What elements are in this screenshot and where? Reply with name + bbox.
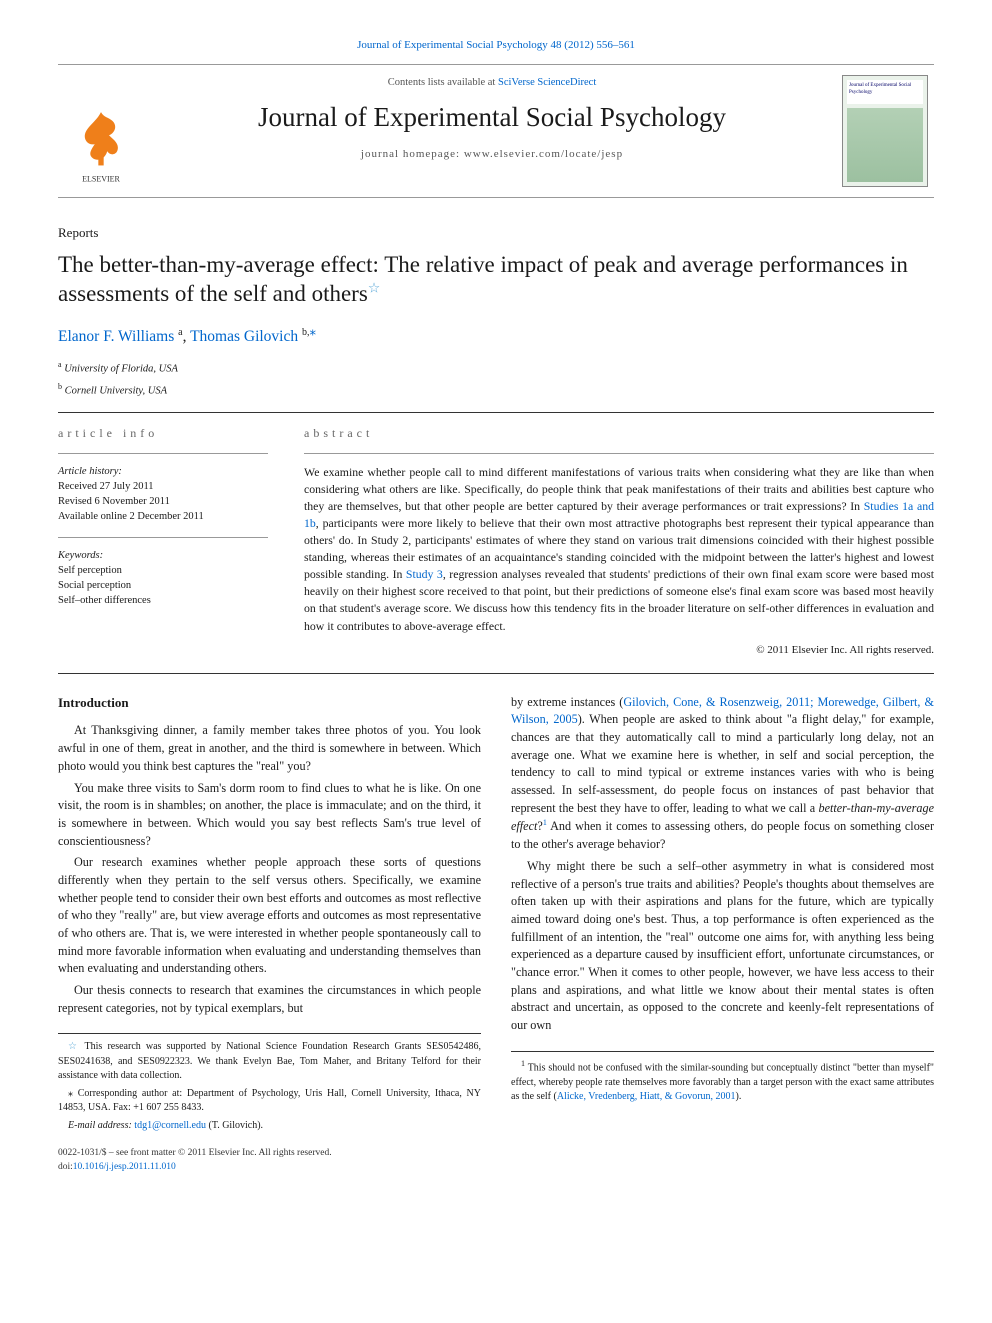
title-text: The better-than-my-average effect: The r… — [58, 252, 908, 306]
article-type: Reports — [58, 224, 934, 243]
abstract-col: abstract We examine whether people call … — [304, 425, 934, 658]
author-link-1[interactable]: Elanor F. Williams — [58, 328, 174, 345]
sciencedirect-link[interactable]: SciVerse ScienceDirect — [498, 77, 596, 88]
body-columns: Introduction At Thanksgiving dinner, a f… — [58, 694, 934, 1175]
homepage-line: journal homepage: www.elsevier.com/locat… — [152, 147, 832, 163]
svg-text:ELSEVIER: ELSEVIER — [82, 174, 120, 183]
journal-link-top[interactable]: Journal of Experimental Social Psycholog… — [357, 39, 635, 51]
footer-block: 0022-1031/$ – see front matter © 2011 El… — [58, 1147, 481, 1175]
header-citation: Journal of Experimental Social Psycholog… — [58, 38, 934, 54]
homepage-prefix: journal homepage: — [361, 148, 464, 160]
email-label: E-mail address: — [68, 1120, 132, 1131]
email-link[interactable]: tdg1@cornell.edu — [134, 1120, 206, 1131]
aff-b-sup: b — [58, 382, 62, 391]
history-received: Received 27 July 2011 — [58, 479, 268, 494]
cover-body — [847, 108, 923, 182]
journal-cover-thumbnail[interactable]: Journal of Experimental Social Psycholog… — [842, 75, 928, 187]
right-column: by extreme instances (Gilovich, Cone, & … — [511, 694, 934, 1175]
footnote-corr-text: Corresponding author at: Department of P… — [58, 1088, 481, 1114]
article-info-col: article info Article history: Received 2… — [58, 425, 268, 658]
footnotes-left: ☆ This research was supported by Nationa… — [58, 1033, 481, 1133]
journal-name-top: Journal of Experimental Social Psycholog… — [357, 39, 548, 51]
affiliation-a: a University of Florida, USA — [58, 359, 934, 377]
doi-link[interactable]: 10.1016/j.jesp.2011.11.010 — [73, 1162, 176, 1172]
article-info-heading: article info — [58, 425, 268, 442]
intro-p1: At Thanksgiving dinner, a family member … — [58, 722, 481, 775]
intro-p3: Our research examines whether people app… — [58, 854, 481, 978]
abstract-heading: abstract — [304, 425, 934, 442]
aff-a-sup: a — [58, 360, 62, 369]
rule-above-abstract — [58, 412, 934, 413]
footnote-1-num: 1 — [521, 1059, 525, 1068]
author-1-aff: a — [178, 327, 182, 338]
r-p1a: by extreme instances ( — [511, 695, 623, 709]
publisher-logo-slot: ELSEVIER — [58, 65, 148, 197]
info-rule-1 — [58, 453, 268, 454]
rule-below-abstract — [58, 673, 934, 674]
journal-title: Journal of Experimental Social Psycholog… — [152, 98, 832, 137]
citation-range: 48 (2012) 556–561 — [551, 39, 635, 51]
footnote-corresponding: ⁎ Corresponding author at: Department of… — [58, 1087, 481, 1116]
doi-line: doi:10.1016/j.jesp.2011.11.010 — [58, 1161, 481, 1175]
keywords-label: Keywords: — [58, 548, 268, 563]
history-revised: Revised 6 November 2011 — [58, 494, 268, 509]
elsevier-logo: ELSEVIER — [66, 105, 136, 185]
footnotes-right: 1 This should not be confused with the s… — [511, 1051, 934, 1105]
email-who: (T. Gilovich). — [209, 1120, 264, 1131]
intro-p2: You make three visits to Sam's dorm room… — [58, 780, 481, 851]
right-p2: Why might there be such a self–other asy… — [511, 858, 934, 1035]
aff-b-text: Cornell University, USA — [65, 385, 167, 396]
cover-thumb-slot: Journal of Experimental Social Psycholog… — [836, 65, 934, 197]
affiliation-b: b Cornell University, USA — [58, 381, 934, 399]
intro-p4: Our thesis connects to research that exa… — [58, 982, 481, 1017]
left-column: Introduction At Thanksgiving dinner, a f… — [58, 694, 481, 1175]
title-footnote-star-icon[interactable]: ☆ — [368, 281, 381, 296]
footnote-funding-text: This research was supported by National … — [58, 1041, 481, 1081]
footnote-1: 1 This should not be confused with the s… — [511, 1058, 934, 1105]
abs-part-1a: We examine whether people call to mind d… — [304, 465, 934, 513]
r-p1b: ). When people are asked to think about … — [511, 712, 934, 814]
footnote-email: E-mail address: tdg1@cornell.edu (T. Gil… — [58, 1119, 481, 1134]
issn-line: 0022-1031/$ – see front matter © 2011 El… — [58, 1147, 481, 1161]
footnote-star-icon: ☆ — [68, 1041, 80, 1052]
author-link-2[interactable]: Thomas Gilovich — [190, 328, 298, 345]
article-history: Article history: Received 27 July 2011 R… — [58, 464, 268, 525]
author-1-name: Elanor F. Williams — [58, 328, 174, 345]
abs-rule — [304, 453, 934, 454]
keyword-1: Self perception — [58, 563, 268, 578]
history-label: Article history: — [58, 464, 268, 479]
contents-prefix: Contents lists available at — [388, 77, 498, 88]
masthead: ELSEVIER Contents lists available at Sci… — [58, 64, 934, 198]
intro-heading: Introduction — [58, 694, 481, 713]
aff-a-text: University of Florida, USA — [64, 363, 178, 374]
ref-link-alicke[interactable]: Alicke, Vredenberg, Hiatt, & Govorun, 20… — [557, 1091, 736, 1102]
authors: Elanor F. Williams a, Thomas Gilovich b,… — [58, 322, 934, 349]
doi-prefix: doi: — [58, 1162, 73, 1172]
abs-link-study-3[interactable]: Study 3 — [406, 567, 443, 581]
info-abstract-row: article info Article history: Received 2… — [58, 425, 934, 658]
author-2-name: Thomas Gilovich — [190, 328, 298, 345]
masthead-center: Contents lists available at SciVerse Sci… — [148, 65, 836, 197]
keywords-block: Keywords: Self perception Social percept… — [58, 548, 268, 609]
right-p1: by extreme instances (Gilovich, Cone, & … — [511, 694, 934, 854]
article-title: The better-than-my-average effect: The r… — [58, 251, 934, 309]
fn1-text-b: ). — [736, 1091, 742, 1102]
footnote-funding: ☆ This research was supported by Nationa… — [58, 1040, 481, 1084]
contents-line: Contents lists available at SciVerse Sci… — [152, 75, 832, 90]
affiliations: a University of Florida, USA b Cornell U… — [58, 359, 934, 398]
abstract-copyright: © 2011 Elsevier Inc. All rights reserved… — [304, 643, 934, 659]
abstract-text: We examine whether people call to mind d… — [304, 464, 934, 635]
footnote-corr-mark: ⁎ — [68, 1088, 73, 1099]
info-rule-2 — [58, 537, 268, 538]
cover-label: Journal of Experimental Social Psycholog… — [847, 80, 923, 104]
r-p1d: And when it comes to assessing others, d… — [511, 819, 934, 851]
corresponding-author-mark[interactable]: ⁎ — [310, 323, 317, 338]
homepage-url: www.elsevier.com/locate/jesp — [464, 148, 623, 160]
history-online: Available online 2 December 2011 — [58, 509, 268, 524]
keyword-2: Social perception — [58, 578, 268, 593]
keyword-3: Self–other differences — [58, 593, 268, 608]
